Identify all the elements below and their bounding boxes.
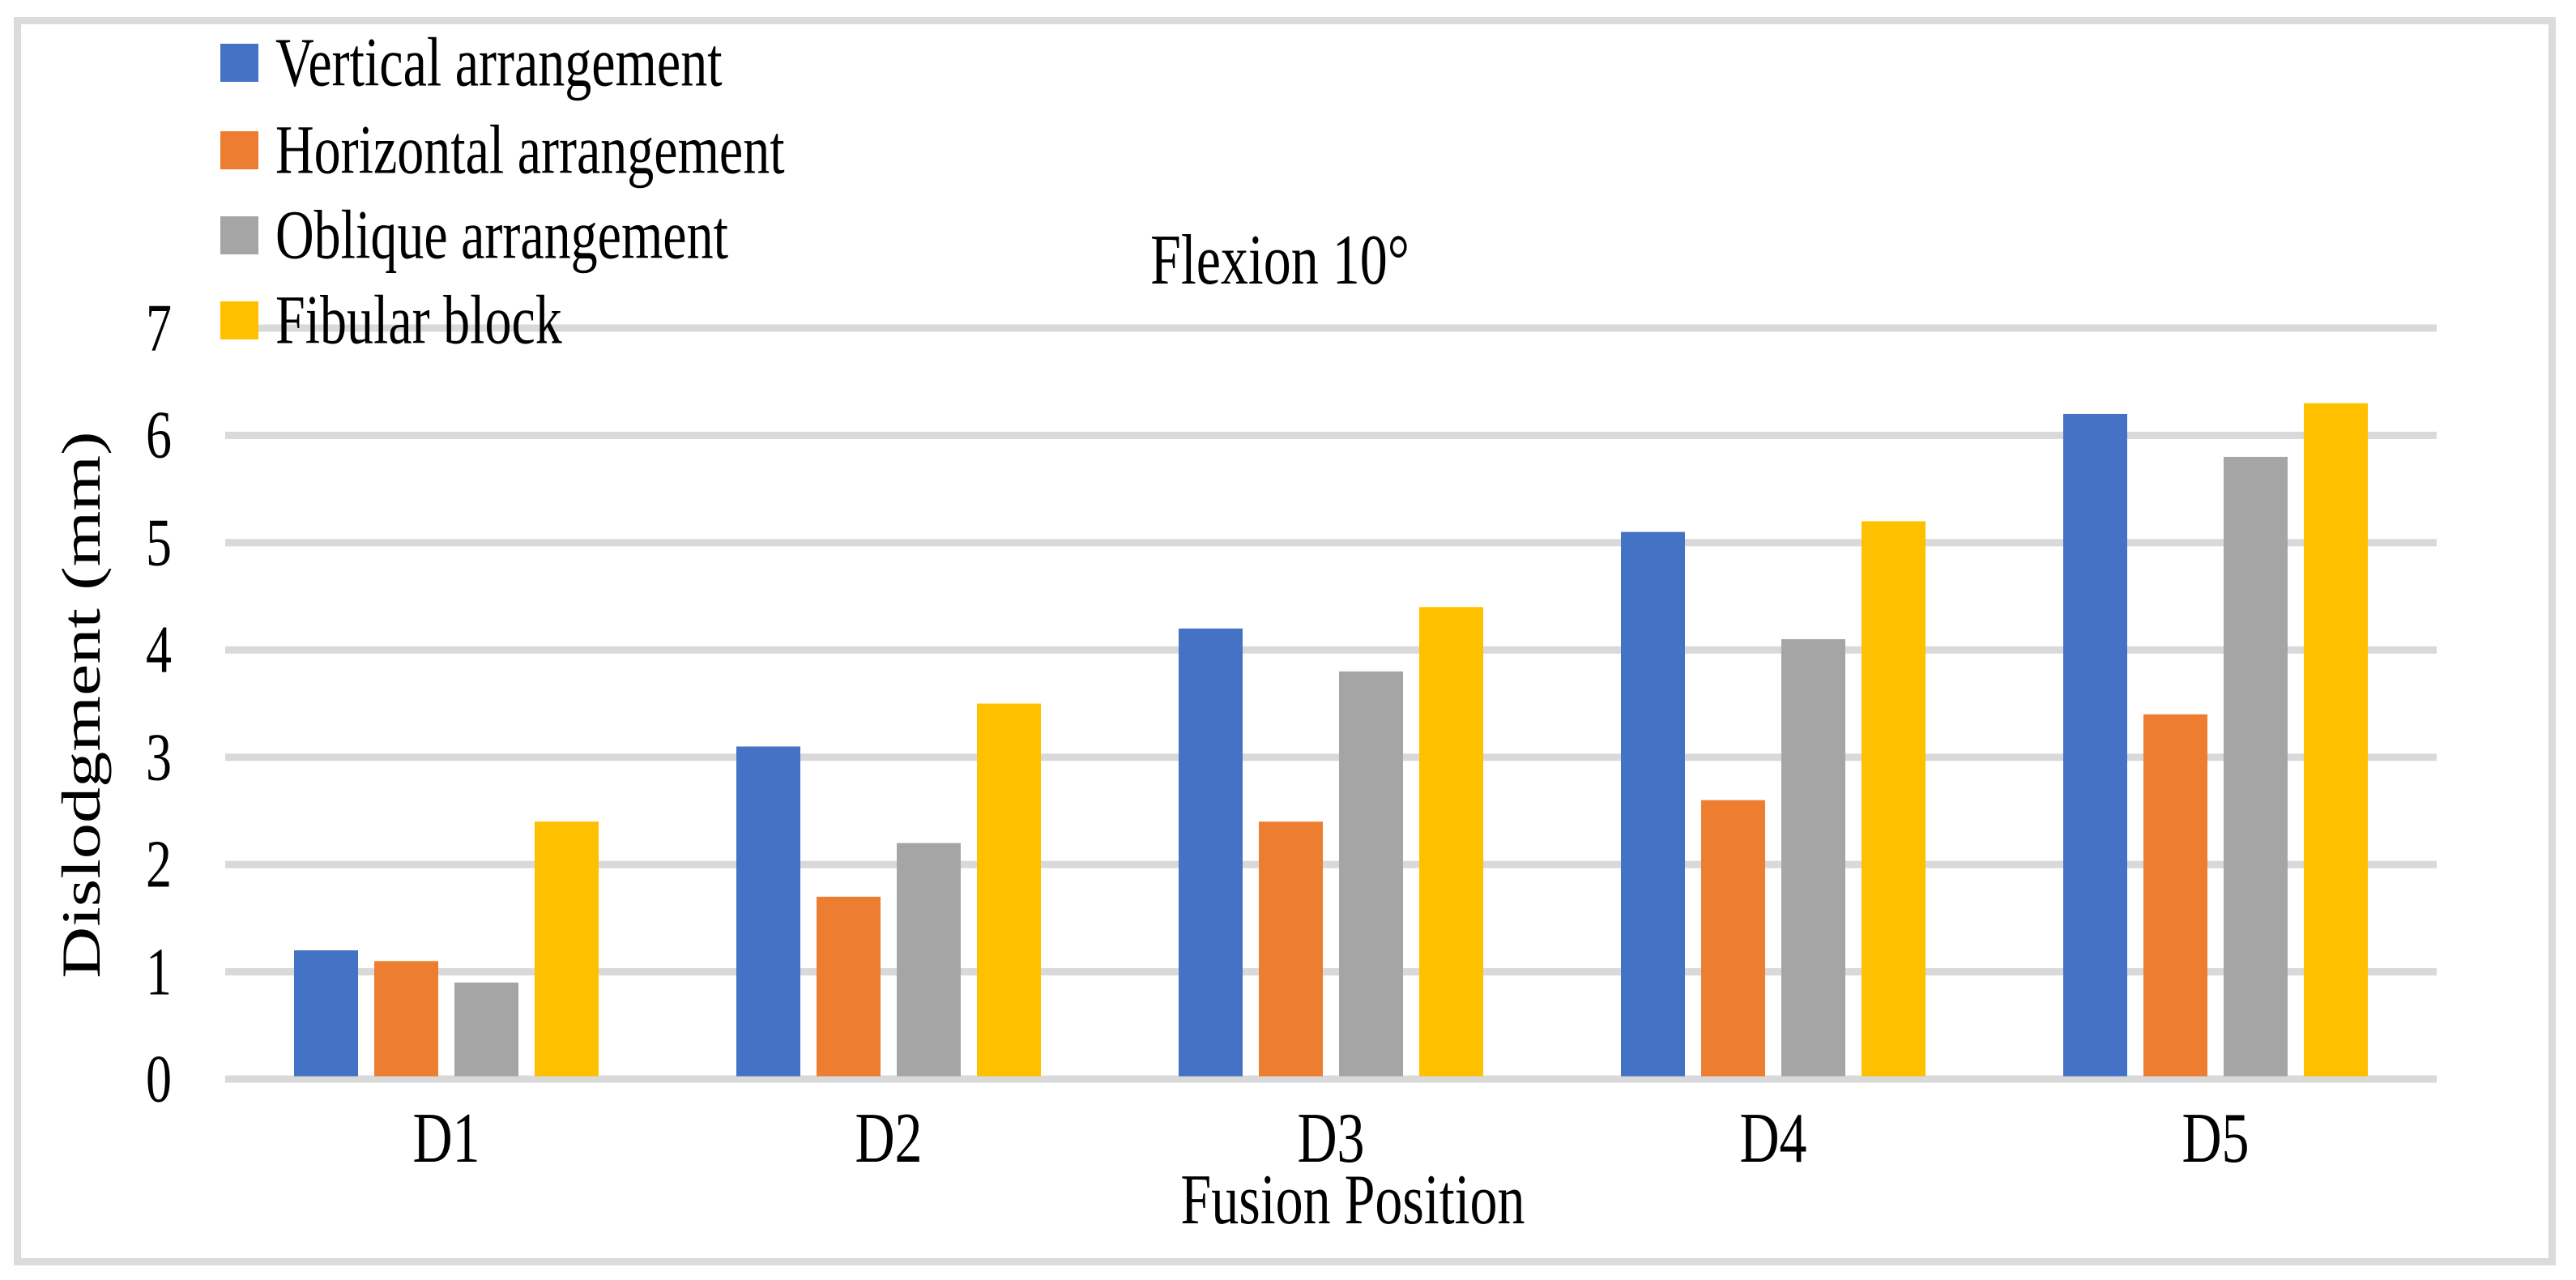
legend-label: Fibular block	[275, 282, 562, 359]
y-tick-label-1: 1	[146, 933, 172, 1009]
legend-swatch-icon	[220, 301, 258, 339]
y-tick-label-3: 3	[146, 719, 172, 795]
y-tick-label-5: 5	[146, 505, 172, 580]
bar-D5-horizontal-arrangement	[2143, 714, 2207, 1077]
gridline	[225, 646, 2437, 654]
y-tick-label-0: 0	[146, 1041, 172, 1116]
bar-D5-vertical-arrangement	[2063, 413, 2127, 1077]
bar-D1-vertical-arrangement	[294, 950, 358, 1077]
bar-D2-horizontal-arrangement	[817, 896, 881, 1077]
legend-label: Horizontal arrangement	[275, 112, 785, 189]
y-tick-label-6: 6	[146, 397, 172, 472]
x-category-label-D3: D3	[1297, 1097, 1365, 1178]
y-tick-label-7: 7	[146, 290, 172, 365]
bar-D2-oblique-arrangement	[897, 843, 961, 1077]
legend-swatch-icon	[220, 131, 258, 169]
x-axis-line	[225, 1075, 2437, 1083]
bar-D1-fibular-block	[535, 821, 599, 1077]
y-tick-label-2: 2	[146, 826, 172, 902]
bar-D4-oblique-arrangement	[1781, 639, 1845, 1077]
gridline	[225, 324, 2437, 332]
chart-title: Flexion 10°	[1150, 219, 1410, 300]
bar-D1-horizontal-arrangement	[374, 961, 438, 1077]
gridline	[225, 539, 2437, 547]
legend-label: Vertical arrangement	[275, 24, 723, 101]
x-category-label-D2: D2	[855, 1097, 923, 1178]
legend-item-oblique-arrangement: Oblique arrangement	[220, 201, 728, 270]
gridline	[225, 753, 2437, 762]
gridline	[225, 431, 2437, 439]
y-axis-title: Dislodgment (mm)	[50, 431, 112, 979]
bar-D4-fibular-block	[1862, 521, 1926, 1077]
bar-D3-horizontal-arrangement	[1259, 821, 1323, 1077]
bar-D4-vertical-arrangement	[1621, 531, 1685, 1077]
x-axis-title: Fusion Position	[1180, 1158, 1525, 1239]
bar-D4-horizontal-arrangement	[1701, 800, 1765, 1077]
bar-D3-vertical-arrangement	[1179, 628, 1243, 1077]
bar-D5-fibular-block	[2304, 403, 2368, 1077]
bar-D3-oblique-arrangement	[1339, 671, 1403, 1077]
bar-D5-oblique-arrangement	[2224, 456, 2288, 1077]
bar-D2-fibular-block	[977, 703, 1041, 1077]
legend-item-horizontal-arrangement: Horizontal arrangement	[220, 116, 785, 185]
bar-D3-fibular-block	[1419, 607, 1483, 1077]
chart-area-border	[14, 17, 2556, 1265]
x-category-label-D4: D4	[1739, 1097, 1807, 1178]
bar-D1-oblique-arrangement	[454, 982, 518, 1077]
legend-label: Oblique arrangement	[275, 197, 728, 274]
legend-swatch-icon	[220, 44, 258, 82]
legend-item-vertical-arrangement: Vertical arrangement	[220, 28, 723, 97]
y-tick-label-4: 4	[146, 612, 172, 687]
gridline	[225, 968, 2437, 976]
x-category-label-D1: D1	[412, 1097, 480, 1178]
legend-swatch-icon	[220, 216, 258, 254]
x-category-label-D5: D5	[2181, 1097, 2250, 1178]
legend-item-fibular-block: Fibular block	[220, 286, 562, 355]
gridline	[225, 860, 2437, 868]
bar-D2-vertical-arrangement	[736, 746, 800, 1077]
